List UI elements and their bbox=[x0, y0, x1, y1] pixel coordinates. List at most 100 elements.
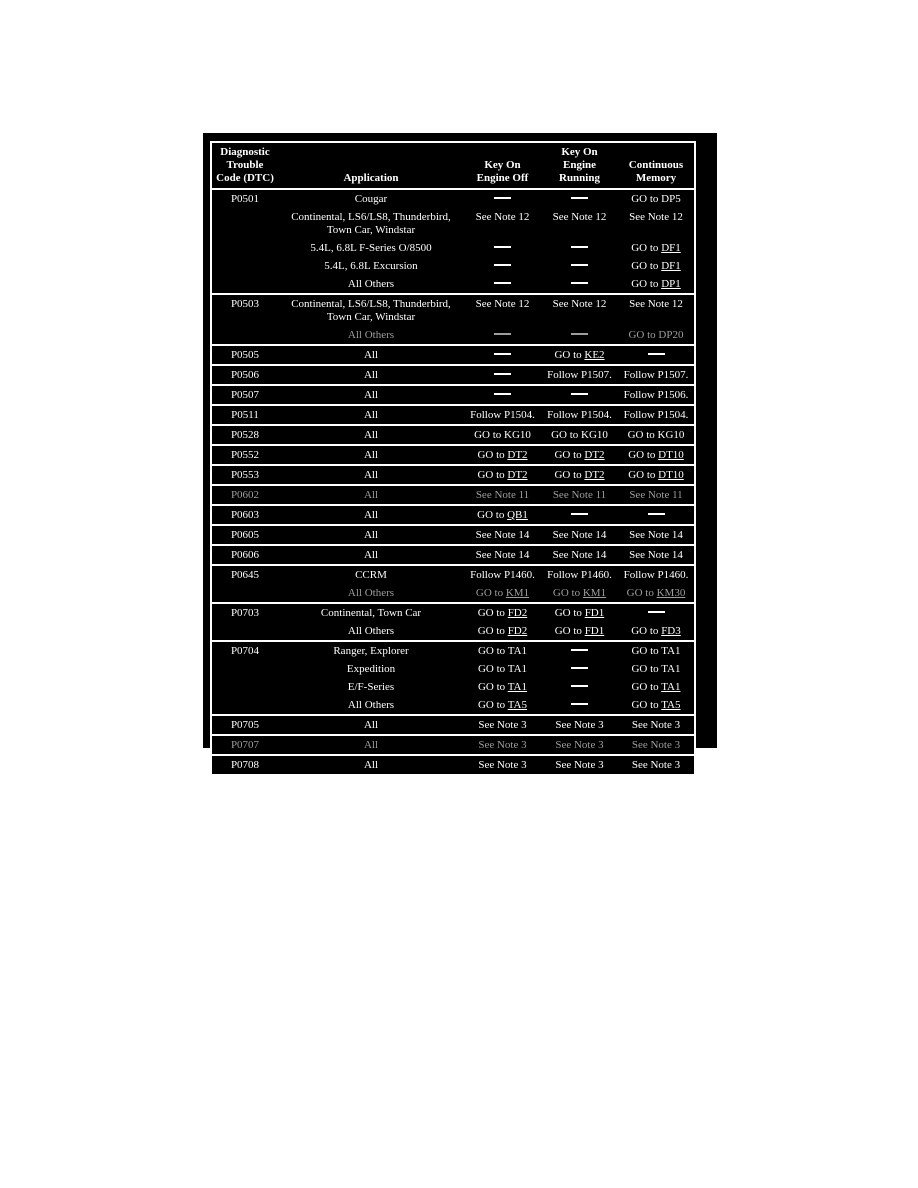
procedure-link[interactable]: DF1 bbox=[661, 242, 681, 254]
procedure-link[interactable]: FD2 bbox=[507, 625, 528, 637]
ker-cell: See Note 11 bbox=[552, 489, 607, 501]
cm-cell: See Note 14 bbox=[629, 529, 683, 541]
em-dash bbox=[571, 281, 588, 284]
keo-cell: See Note 14 bbox=[475, 549, 530, 561]
application-cell: All bbox=[363, 409, 379, 421]
cm-cell: Follow P1506. bbox=[623, 389, 689, 401]
ker-cell bbox=[541, 275, 618, 294]
table-row: E/F-Series GO to TA1 GO to TA1 bbox=[211, 678, 695, 696]
cm-cell: Follow P1460. bbox=[623, 569, 689, 581]
dtc-cell: P0501 bbox=[230, 193, 260, 205]
procedure-link[interactable]: DT10 bbox=[658, 469, 684, 481]
procedure-link[interactable]: KM30 bbox=[656, 587, 686, 599]
procedure-link[interactable]: DT2 bbox=[507, 469, 528, 481]
keo-cell: GO to QB1 bbox=[477, 509, 528, 521]
table-row: P0553 All GO to DT2 GO to DT2 GO to DT10 bbox=[211, 465, 695, 485]
procedure-link[interactable]: FD3 bbox=[661, 625, 681, 637]
ker-cell bbox=[541, 660, 618, 678]
dtc-cell: P0708 bbox=[230, 759, 260, 771]
dtc-group: P0501 Cougar GO to DP5 Continental, LS6/LS8… bbox=[211, 189, 695, 294]
table-row: P0507 All Follow P1506. bbox=[211, 385, 695, 405]
dtc-group: P0602 All See Note 11 See Note 11 See Note 1… bbox=[211, 485, 695, 505]
procedure-link[interactable]: KM1 bbox=[582, 587, 607, 599]
cm-cell: See Note 3 bbox=[631, 759, 681, 771]
dtc-cell: P0506 bbox=[230, 369, 260, 381]
ker-cell: Follow P1460. bbox=[547, 569, 612, 581]
procedure-link[interactable]: FD1 bbox=[584, 625, 605, 637]
table-row: 5.4L, 6.8L F-Series O/8500 GO to DF1 bbox=[211, 239, 695, 257]
application-cell: All Others bbox=[347, 625, 395, 637]
keo-cell bbox=[464, 345, 541, 365]
em-dash bbox=[647, 610, 665, 613]
em-dash bbox=[494, 263, 511, 266]
dtc-group: P0645 CCRM Follow P1460. Follow P1460. Follo… bbox=[211, 565, 695, 603]
keo-cell: See Note 3 bbox=[478, 719, 527, 731]
ker-cell: See Note 14 bbox=[552, 529, 607, 541]
application-cell: All bbox=[363, 529, 379, 541]
application-cell: All Others bbox=[347, 278, 395, 290]
dtc-table-panel: Diagnostic Trouble Code (DTC) Application Ke… bbox=[203, 133, 717, 776]
cm-cell: GO to TA1 bbox=[631, 645, 681, 657]
column-header: Diagnostic Trouble Code (DTC) bbox=[211, 142, 278, 190]
ker-cell bbox=[541, 257, 618, 275]
cm-cell bbox=[618, 345, 695, 365]
application-cell: All bbox=[363, 369, 379, 381]
procedure-link[interactable]: DP1 bbox=[661, 278, 681, 290]
table-header: Diagnostic Trouble Code (DTC) Application Ke… bbox=[211, 142, 695, 190]
procedure-link[interactable]: FD1 bbox=[584, 607, 605, 619]
table-row: P0605 All See Note 14 See Note 14 See Note 1… bbox=[211, 525, 695, 545]
procedure-link[interactable]: QB1 bbox=[507, 509, 528, 521]
keo-cell bbox=[464, 275, 541, 294]
dtc-group: P0603 All GO to QB1 bbox=[211, 505, 695, 525]
ker-cell: See Note 12 bbox=[552, 298, 607, 310]
ker-cell: GO to FD1 bbox=[554, 625, 605, 637]
header-row: Diagnostic Trouble Code (DTC) Application Ke… bbox=[211, 142, 695, 190]
procedure-link[interactable]: DT2 bbox=[507, 449, 528, 461]
table-row: P0705 All See Note 3 See Note 3 See Note 3 bbox=[211, 715, 695, 735]
procedure-link[interactable]: DT2 bbox=[584, 449, 605, 461]
ker-cell: See Note 3 bbox=[555, 719, 604, 731]
column-header: Application bbox=[278, 142, 464, 190]
cm-cell: See Note 3 bbox=[631, 719, 681, 731]
application-cell: E/F-Series bbox=[347, 681, 395, 693]
ker-cell bbox=[541, 326, 618, 345]
application-cell: Expedition bbox=[346, 663, 396, 675]
em-dash bbox=[571, 245, 588, 248]
procedure-link[interactable]: DT2 bbox=[584, 469, 605, 481]
em-dash bbox=[571, 666, 588, 669]
keo-cell: GO to DT2 bbox=[477, 449, 528, 461]
application-cell: All Others bbox=[347, 587, 395, 599]
em-dash bbox=[571, 332, 588, 335]
dtc-group: P0705 All See Note 3 See Note 3 See Note 3 bbox=[211, 715, 695, 735]
cm-cell: GO to KG10 bbox=[627, 429, 685, 441]
table-row: P0708 All See Note 3 See Note 3 See Note 3 bbox=[211, 755, 695, 775]
procedure-link[interactable]: TA1 bbox=[661, 681, 681, 693]
application-cell: 5.4L, 6.8L F-Series O/8500 bbox=[310, 242, 432, 254]
cm-cell: GO to KM30 bbox=[626, 587, 686, 599]
dtc-cell: P0707 bbox=[230, 739, 260, 751]
procedure-link[interactable]: TA5 bbox=[661, 699, 681, 711]
ker-cell: GO to DT2 bbox=[554, 469, 605, 481]
keo-cell: GO to TA1 bbox=[477, 663, 528, 675]
procedure-link[interactable]: KE2 bbox=[584, 349, 605, 361]
em-dash bbox=[647, 352, 665, 355]
keo-cell: See Note 12 bbox=[475, 298, 530, 310]
application-cell: Continental, LS6/LS8, Thunderbird, Town … bbox=[291, 298, 451, 323]
dtc-group: P0605 All See Note 14 See Note 14 See Note 1… bbox=[211, 525, 695, 545]
cm-cell: GO to DP20 bbox=[628, 329, 684, 341]
keo-cell: See Note 11 bbox=[475, 489, 530, 501]
dtc-cell: P0602 bbox=[230, 489, 260, 501]
application-cell: All bbox=[363, 719, 379, 731]
procedure-link[interactable]: FD2 bbox=[507, 607, 528, 619]
dtc-group: P0707 All See Note 3 See Note 3 See Note 3 bbox=[211, 735, 695, 755]
em-dash bbox=[571, 512, 588, 515]
procedure-link[interactable]: DT10 bbox=[658, 449, 684, 461]
procedure-link[interactable]: KM1 bbox=[505, 587, 530, 599]
procedure-link[interactable]: TA5 bbox=[507, 699, 528, 711]
dtc-group: P0704 Ranger, Explorer GO to TA1 GO to TA1 E… bbox=[211, 641, 695, 715]
dtc-cell: P0603 bbox=[230, 509, 260, 521]
procedure-link[interactable]: DF1 bbox=[661, 260, 681, 272]
procedure-link[interactable]: TA1 bbox=[507, 681, 528, 693]
table-row: All Others GO to DP1 bbox=[211, 275, 695, 294]
dtc-cell: P0553 bbox=[230, 469, 260, 481]
